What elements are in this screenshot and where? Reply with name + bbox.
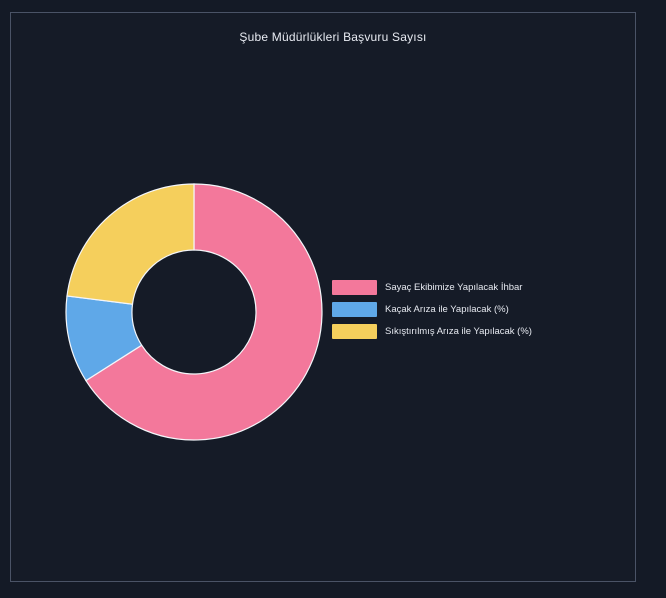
legend-swatch	[332, 279, 377, 295]
legend-label: Sıkıştırılmış Arıza ile Yapılacak (%)	[385, 325, 532, 337]
donut-slice-2[interactable]	[66, 183, 195, 305]
chart-legend: Sayaç Ekibimize Yapılacak İhbar Kaçak Ar…	[332, 276, 532, 342]
legend-swatch	[332, 301, 377, 317]
legend-item-kacak[interactable]: Kaçak Arıza ile Yapılacak (%)	[332, 298, 532, 320]
legend-item-sikistirma[interactable]: Sıkıştırılmış Arıza ile Yapılacak (%)	[332, 320, 532, 342]
legend-swatch	[332, 323, 377, 339]
legend-label: Sayaç Ekibimize Yapılacak İhbar	[385, 281, 523, 293]
legend-label: Kaçak Arıza ile Yapılacak (%)	[385, 303, 509, 315]
legend-item-ihbar[interactable]: Sayaç Ekibimize Yapılacak İhbar	[332, 276, 532, 298]
donut-slice-0[interactable]	[85, 183, 323, 441]
chart-title: Şube Müdürlükleri Başvuru Sayısı	[239, 30, 427, 44]
